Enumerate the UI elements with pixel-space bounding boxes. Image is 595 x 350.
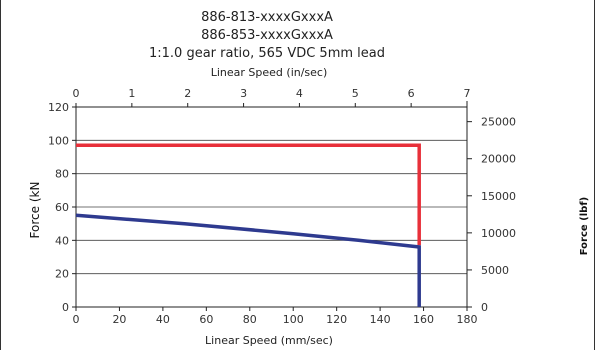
x-tick-label-3: 60 <box>199 313 213 326</box>
x2-tick-label-2: 2 <box>184 87 191 100</box>
y2-tick-label-1: 5000 <box>481 264 509 277</box>
y2-tick-label-3: 15000 <box>481 190 516 203</box>
chart-title-3: 1:1.0 gear ratio, 565 VDC 5mm lead <box>149 46 385 61</box>
y-tick-label-4: 80 <box>55 168 69 181</box>
series-group <box>75 143 421 307</box>
y2-tick-label-5: 25000 <box>481 116 516 129</box>
x2-tick-label-7: 7 <box>464 87 471 100</box>
tick-labels: 0 20 40 60 80 100 120 140 160 1800204060801001200… <box>48 87 516 326</box>
x-tick-label-8: 160 <box>413 313 434 326</box>
chart-title-1: 886-813-xxxxGxxxA <box>201 10 333 25</box>
x-tick-label-2: 40 <box>156 313 170 326</box>
y2-axis-label: Force (lbf) <box>579 197 590 256</box>
x-tick-label-4: 80 <box>243 313 257 326</box>
y2-tick-label-4: 20000 <box>481 153 516 166</box>
y-tick-label-6: 120 <box>48 101 69 114</box>
series-line-0 <box>76 143 421 246</box>
y-tick-label-3: 60 <box>55 201 69 214</box>
x2-tick-label-6: 6 <box>408 87 415 100</box>
x-axis-label: Linear Speed (mm/sec) <box>205 334 333 347</box>
y2-tick-label-0: 0 <box>481 301 488 314</box>
y-tick-label-2: 40 <box>55 234 69 247</box>
x-tick-label-5: 100 <box>283 313 304 326</box>
x-tick-label-0: 0 <box>73 313 80 326</box>
x-tick-label-9: 180 <box>457 313 478 326</box>
y-tick-label-0: 0 <box>62 301 69 314</box>
x2-axis-label: Linear Speed (in/sec) <box>211 66 328 79</box>
grid-lines <box>76 106 467 275</box>
y-tick-label-5: 100 <box>48 134 69 147</box>
series-line-1 <box>75 213 421 307</box>
x-tick-label-6: 120 <box>326 313 347 326</box>
x-tick-label-7: 140 <box>370 313 391 326</box>
y-tick-label-1: 20 <box>55 268 69 281</box>
chart-title-2: 886-853-xxxxGxxxA <box>201 28 333 43</box>
x2-tick-label-5: 5 <box>352 87 359 100</box>
x2-tick-label-1: 1 <box>128 87 135 100</box>
x2-tick-label-4: 4 <box>296 87 303 100</box>
x2-tick-label-3: 3 <box>240 87 247 100</box>
x-tick-label-1: 20 <box>112 313 126 326</box>
y2-tick-label-2: 10000 <box>481 227 516 240</box>
x2-tick-label-0: 0 <box>73 87 80 100</box>
axes <box>72 101 472 311</box>
y-axis-label: Force (kN <box>28 182 42 239</box>
